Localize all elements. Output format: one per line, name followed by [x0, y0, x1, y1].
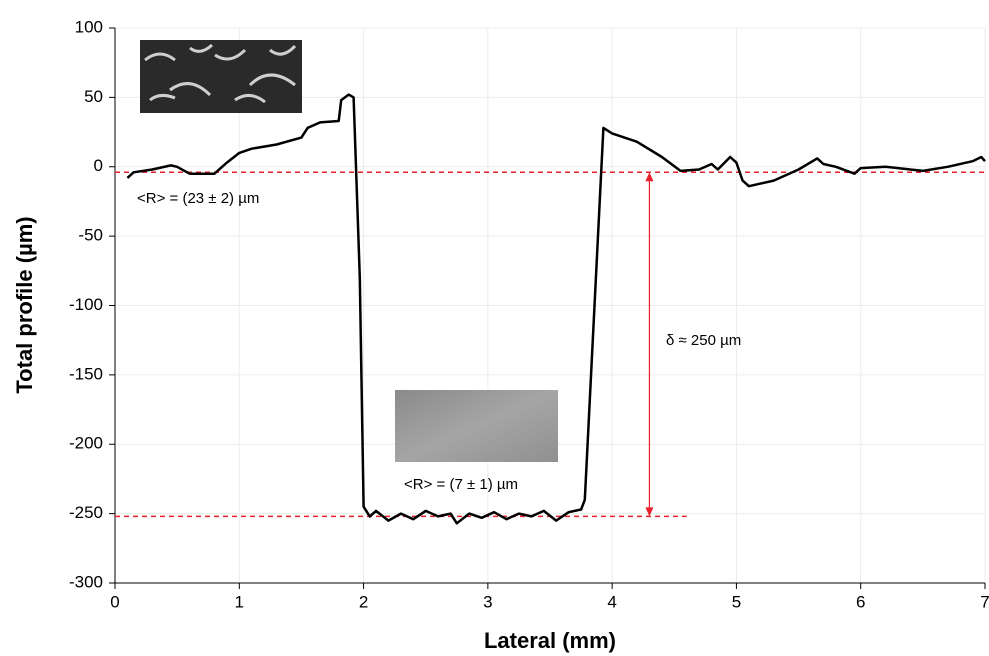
- y-tick-label: -200: [69, 434, 103, 453]
- inset-smooth: [395, 390, 558, 462]
- annotation: <R> = (23 ± 2) µm: [137, 190, 259, 207]
- x-tick-label: 2: [359, 592, 368, 611]
- y-tick-label: -300: [69, 572, 103, 591]
- y-tick-label: -150: [69, 364, 103, 383]
- annotation: <R> = (7 ± 1) µm: [404, 476, 518, 493]
- x-tick-label: 5: [732, 592, 741, 611]
- x-tick-label: 3: [483, 592, 492, 611]
- x-tick-label: 0: [110, 592, 119, 611]
- x-axis-title: Lateral (mm): [484, 628, 616, 653]
- x-tick-label: 7: [980, 592, 989, 611]
- y-tick-label: -250: [69, 503, 103, 522]
- x-tick-label: 1: [235, 592, 244, 611]
- y-tick-label: 50: [84, 87, 103, 106]
- annotation: δ ≈ 250 µm: [666, 332, 741, 349]
- y-axis-title: Total profile (µm): [12, 216, 37, 393]
- inset-rough: [140, 40, 302, 113]
- y-tick-label: -50: [78, 226, 103, 245]
- y-tick-label: -100: [69, 295, 103, 314]
- x-tick-label: 6: [856, 592, 865, 611]
- y-tick-label: 100: [75, 17, 103, 36]
- x-tick-label: 4: [607, 592, 616, 611]
- arrow-head: [645, 172, 654, 182]
- y-tick-label: 0: [94, 156, 103, 175]
- arrow-head: [645, 507, 654, 517]
- profile-line: [126, 93, 986, 525]
